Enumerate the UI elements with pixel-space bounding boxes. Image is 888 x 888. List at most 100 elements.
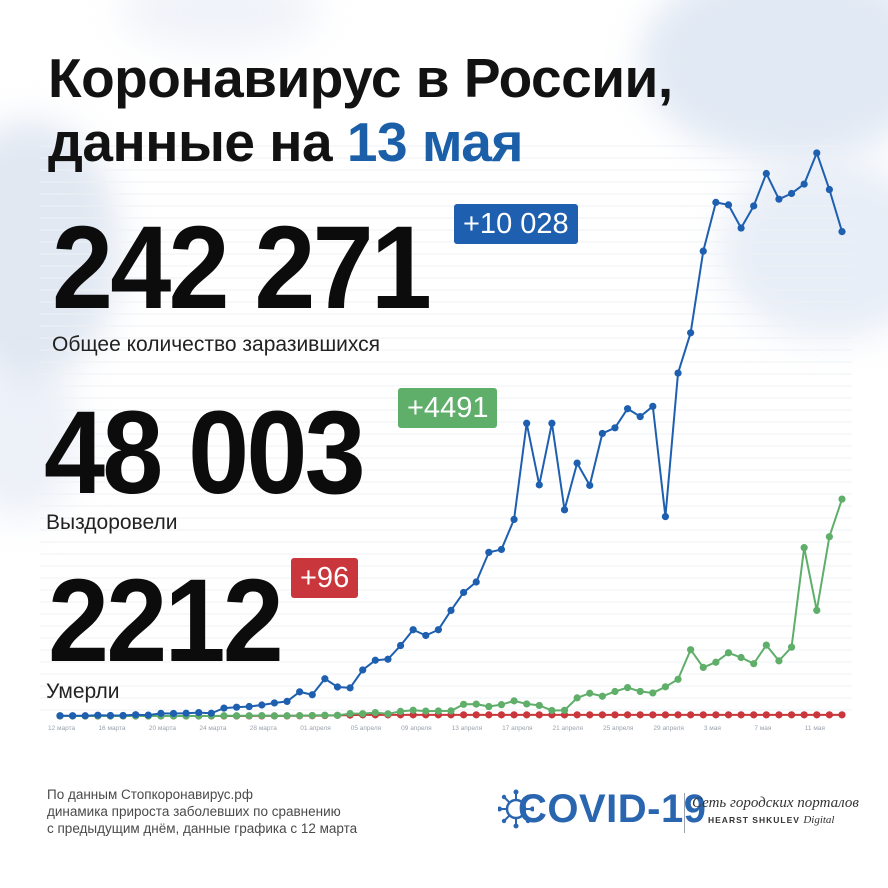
data-point [396,641,405,650]
data-point [813,711,821,719]
data-point [636,711,644,719]
data-point [321,675,329,683]
footnote-line3: с предыдущим днём, данные графика с 12 м… [47,821,358,836]
data-point [472,700,480,708]
virus-icon [498,789,534,829]
data-point [523,700,531,708]
data-point [750,202,758,210]
data-point [359,666,367,674]
data-point [384,655,392,663]
data-point [434,626,442,634]
data-point [737,653,745,662]
data-point [750,711,758,719]
data-point [510,697,518,705]
x-tick-label: 7 мая [754,725,772,732]
data-point [548,706,556,715]
data-point [687,646,695,654]
data-point [409,706,417,714]
data-point [800,180,808,188]
data-point [825,711,833,719]
data-point [510,711,518,719]
deaths-label: Умерли [46,680,120,703]
data-point [813,606,821,614]
data-point [321,711,329,719]
logo-divider [684,793,685,833]
data-point [270,712,279,720]
data-point [838,711,846,719]
data-point [775,711,783,719]
data-point [195,708,203,717]
x-tick-label: 13 апреля [452,725,483,732]
data-point [460,588,468,597]
data-point [535,481,543,489]
data-point [232,703,241,711]
data-point [762,711,770,719]
data-point [359,710,367,718]
data-point [623,683,632,692]
data-point [384,710,392,718]
data-point [270,699,279,707]
data-point [460,700,468,708]
data-point [106,711,115,720]
network-label: Сеть городских порталов [692,795,859,811]
data-point [497,711,506,719]
data-point [497,701,506,709]
data-point [573,711,581,719]
data-point [81,712,89,720]
x-tick-label: 05 апреля [351,725,382,732]
data-point [308,711,316,720]
data-point [485,548,493,556]
brand-suffix: Digital [803,814,835,826]
data-point [762,169,770,178]
data-point [333,683,342,691]
footnote: По данным Стопкоронавирус.рф динамика пр… [47,786,357,837]
data-point [560,706,569,714]
data-point [447,707,455,715]
data-point [371,656,379,664]
data-point [220,704,228,712]
x-tick-label: 01 апреля [300,725,331,732]
brand-label: HEARST SHKULEV Digital [708,814,834,826]
data-point [750,660,758,668]
data-point [674,369,682,377]
data-point [598,429,606,438]
data-point [232,712,241,720]
data-point [636,687,644,696]
data-point [333,711,342,719]
recovered-total: 48 003 [44,387,366,519]
data-point [712,658,720,666]
data-point [535,701,543,710]
recovered-label: Выздоровели [46,511,178,534]
footnote-line2: динамика прироста заболевших по сравнени… [47,804,341,819]
data-point [623,711,632,719]
x-tick-label: 12 марта [48,725,75,732]
data-point [460,711,468,719]
data-point [712,711,720,719]
data-point [687,329,695,337]
x-tick-label: 25 апреля [603,725,634,732]
data-point [371,708,379,717]
data-point [296,688,304,696]
data-point [182,709,190,717]
data-point [800,544,808,552]
data-point [169,709,178,718]
data-point [245,702,253,711]
data-point [258,711,266,720]
data-point [674,711,682,719]
data-point [56,712,64,720]
data-point [346,709,354,718]
x-tick-label: 3 мая [704,725,722,732]
data-point [825,185,833,194]
data-point [346,684,354,692]
data-point [611,687,619,696]
footnote-line1: По данным Стопкоронавирус.рф [47,787,253,802]
data-point [699,247,707,255]
data-point [649,711,657,719]
data-point [258,701,266,709]
data-point [661,683,670,691]
data-point [787,711,796,719]
data-point [497,545,506,554]
data-point [762,641,770,649]
data-point [825,533,833,541]
